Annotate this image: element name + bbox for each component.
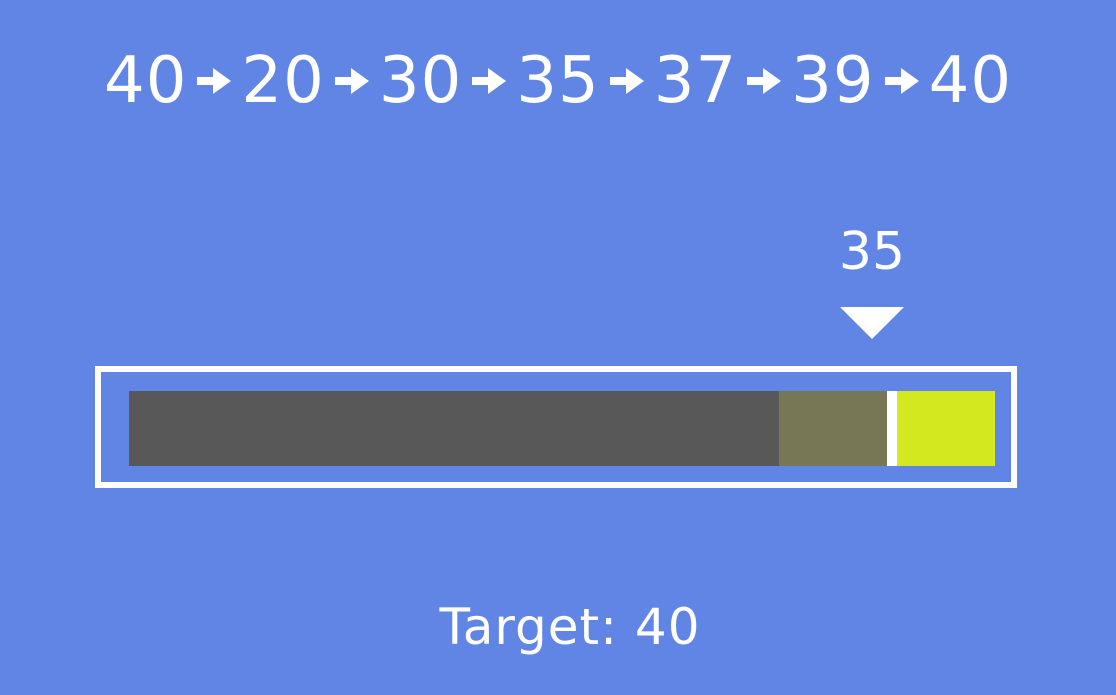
arrow-right-icon (334, 66, 371, 96)
sequence-value: 30 (378, 44, 463, 118)
arrow-right-icon (197, 66, 233, 96)
sequence-item: 35 (516, 41, 653, 121)
progress-bar-shaded-segment (778, 391, 887, 466)
progress-bar-track (129, 391, 995, 466)
arrow-right-icon (747, 66, 783, 96)
progress-bar-frame (95, 366, 1017, 488)
sequence-value: 20 (241, 44, 325, 118)
progress-bar-remaining-segment (896, 391, 995, 466)
marker-triangle-icon (840, 307, 904, 339)
sequence-item: 37 (654, 41, 791, 121)
sequence-value: 40 (103, 44, 188, 118)
sequence-value: 39 (791, 44, 875, 118)
target-label: Target: 40 (439, 598, 701, 656)
sequence-item: 40 (104, 41, 241, 121)
sequence-item: 30 (379, 41, 516, 121)
marker-label: 35 (838, 222, 906, 282)
sequence-value: 40 (928, 44, 1013, 118)
arrow-right-icon (609, 66, 646, 96)
arrow-right-icon (884, 66, 921, 96)
sequence-item: 20 (241, 41, 378, 121)
sequence-value: 37 (653, 44, 738, 118)
sequence-item: 40 (929, 41, 1012, 121)
number-sequence: 40 20 30 35 37 39 40 (0, 41, 1116, 121)
sequence-item: 39 (791, 41, 928, 121)
arrow-right-icon (472, 66, 508, 96)
progress-bar-current-marker (886, 391, 897, 466)
sequence-value: 35 (516, 44, 600, 118)
